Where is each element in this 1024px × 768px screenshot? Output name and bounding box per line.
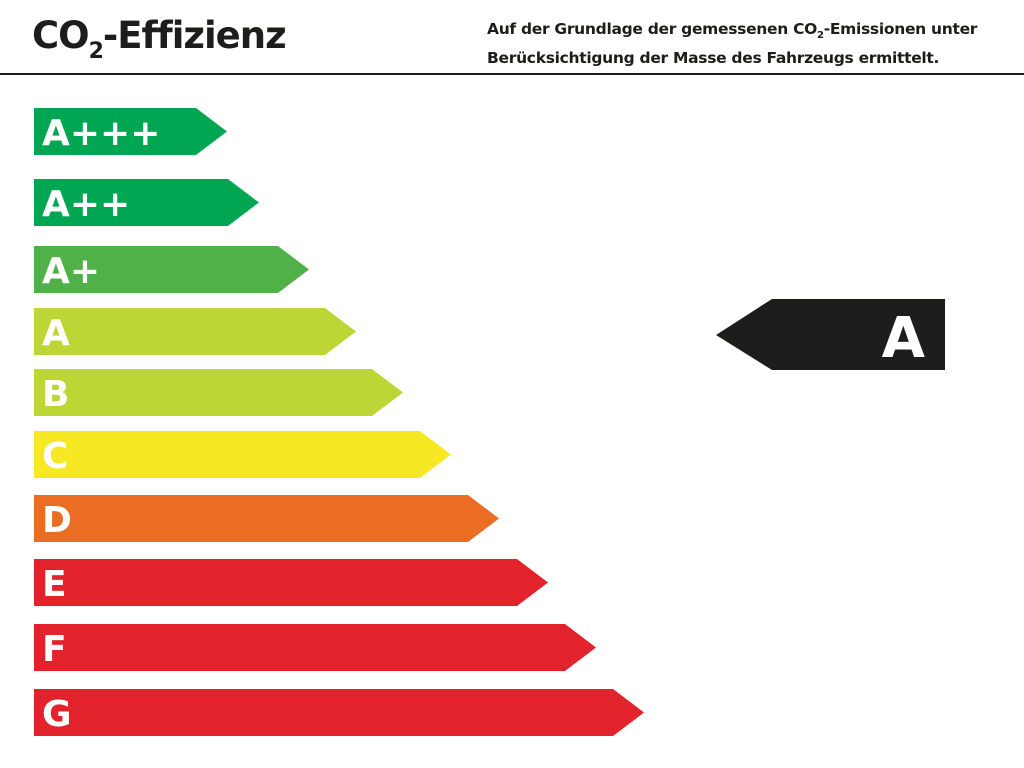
class-bar-aplusplusplus: A+++ — [34, 108, 227, 155]
class-arrow — [34, 624, 596, 671]
class-bar-c: C — [34, 431, 451, 478]
description-line-1: Auf der Grundlage der gemessenen CO2-Emi… — [487, 18, 977, 47]
class-arrow — [34, 559, 548, 606]
class-bar-f: F — [34, 624, 596, 671]
divider — [0, 73, 1024, 75]
rating-label: A — [882, 306, 926, 371]
desc-subscript: 2 — [817, 30, 824, 42]
rating-arrow — [716, 299, 945, 370]
title-text-suffix: -Effizienz — [102, 14, 287, 57]
class-bar-e: E — [34, 559, 548, 606]
class-label: D — [42, 500, 72, 541]
class-arrow — [34, 689, 644, 736]
rating-indicator: A — [716, 299, 945, 371]
class-arrow — [34, 369, 403, 416]
class-arrow — [34, 431, 451, 478]
desc-text: Auf der Grundlage der gemessenen CO — [487, 20, 818, 38]
class-label: F — [42, 629, 67, 670]
class-bar-aplusplus: A++ — [34, 179, 259, 226]
class-bar-d: D — [34, 495, 499, 542]
class-label: E — [42, 564, 67, 605]
class-arrow — [34, 179, 259, 226]
desc-text-suffix: -Emissionen unter — [823, 20, 978, 38]
class-arrow — [34, 495, 499, 542]
class-label: A++ — [42, 184, 130, 225]
title-subscript: 2 — [88, 39, 104, 64]
class-label: C — [42, 436, 68, 477]
page-title: CO2-Effizienz — [32, 14, 287, 64]
class-arrow — [34, 308, 356, 355]
class-label: B — [42, 374, 69, 415]
class-label: G — [42, 694, 72, 735]
class-bar-a: A — [34, 308, 356, 355]
class-label: A+++ — [42, 113, 160, 154]
class-bar-aplus: A+ — [34, 246, 309, 293]
class-arrow — [34, 108, 227, 155]
description-line-2: Berücksichtigung der Masse des Fahrzeugs… — [487, 49, 940, 68]
class-arrow — [34, 246, 309, 293]
class-bar-g: G — [34, 689, 644, 736]
class-label: A — [42, 313, 70, 354]
description: Auf der Grundlage der gemessenen CO2-Emi… — [487, 18, 977, 69]
class-bar-b: B — [34, 369, 403, 416]
title-text: CO — [32, 14, 90, 57]
class-label: A+ — [42, 251, 100, 292]
